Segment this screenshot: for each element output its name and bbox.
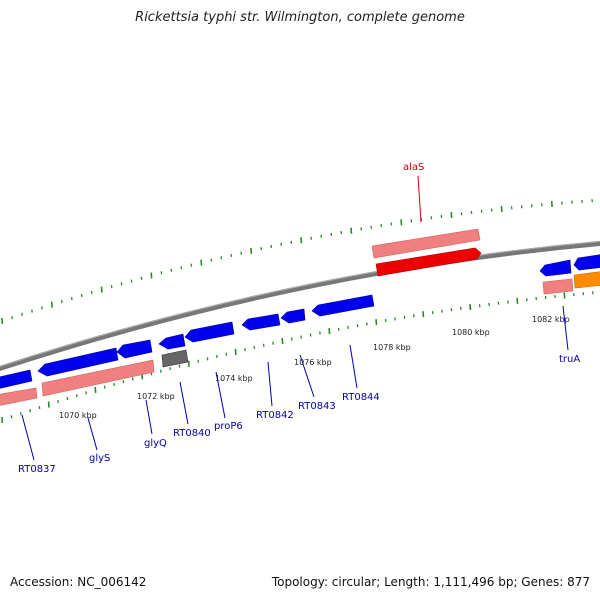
tick-label-1074: 1074 kbp [215,374,253,383]
gene-label-truA[interactable]: truA [559,354,580,365]
accession-text: Accession: NC_006142 [10,575,147,589]
tick-label-1082: 1082 kbp [532,315,570,324]
reverse-gene-track [0,349,189,406]
gene-label-RT0837[interactable]: RT0837 [18,464,56,475]
outer-tick-ring [1,199,593,325]
gene-glyS-pink[interactable] [41,359,155,397]
gene-pseudo-grey[interactable] [161,349,189,368]
genome-backbone [0,240,600,372]
gene-orange[interactable] [573,271,600,289]
gene-alaS-red[interactable] [375,247,482,277]
label-connectors [21,175,569,461]
cds-RT0837[interactable] [0,369,33,389]
gene-label-RT0842[interactable]: RT0842 [256,410,294,421]
tick-label-1076: 1076 kbp [294,358,332,367]
tick-label-1070: 1070 kbp [59,411,97,420]
tick-label-1078: 1078 kbp [373,343,411,352]
gene-label-RT0843[interactable]: RT0843 [298,401,336,412]
axis-tick-labels: 1070 kbp 1072 kbp 1074 kbp 1076 kbp 1078… [59,315,570,420]
cds-glyS[interactable] [37,347,119,377]
gene-label-glyQ[interactable]: glyQ [144,438,167,449]
cds-RT0844[interactable] [311,294,375,317]
forward-gene-track [371,228,600,295]
map-title: Rickettsia typhi str. Wilmington, comple… [135,10,465,25]
reverse-cds-track [0,294,375,389]
gene-truA-pink[interactable] [542,278,574,295]
cds-proP6[interactable] [184,321,235,343]
cds-RT0843[interactable] [280,308,306,324]
inner-tick-ring [1,291,594,424]
gene-label-glyS[interactable]: glyS [89,453,110,464]
cds-RT0840[interactable] [158,333,186,350]
gene-RT0837-pink[interactable] [0,387,38,406]
gene-label-alaS[interactable]: alaS [403,162,424,173]
tick-label-1080: 1080 kbp [452,328,490,337]
gene-label-RT0840[interactable]: RT0840 [173,428,211,439]
gene-label-proP6[interactable]: proP6 [214,421,243,432]
gene-blue-upper-2[interactable] [573,254,600,271]
gene-labels: alaS truA RT0837 glyS glyQ RT0840 proP6 … [18,162,580,475]
cds-RT0842[interactable] [241,313,281,331]
gene-blue-upper-1[interactable] [539,259,572,277]
tick-label-1072: 1072 kbp [137,392,175,401]
gene-alaS-pink[interactable] [371,228,481,259]
cds-glyQ[interactable] [116,339,153,359]
genome-summary-text: Topology: circular; Length: 1,111,496 bp… [271,575,590,589]
gene-label-RT0844[interactable]: RT0844 [342,392,380,403]
